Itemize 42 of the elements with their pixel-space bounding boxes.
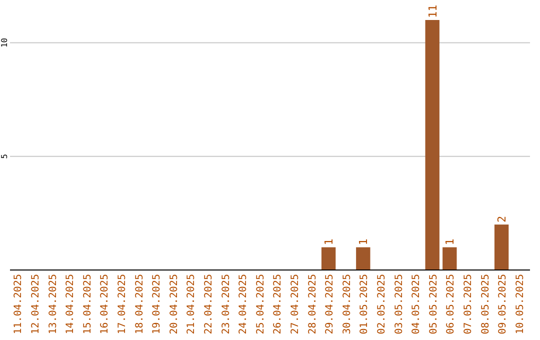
x-tick-label: 30.04.2025: [342, 274, 353, 334]
x-tick-label: 10.05.2025: [514, 274, 526, 334]
x-tick-label: 26.04.2025: [272, 274, 284, 334]
x-tick-label: 19.04.2025: [152, 274, 163, 334]
x-tick-label: 07.05.2025: [462, 274, 474, 334]
x-tick-label: 22.04.2025: [203, 274, 214, 334]
x-tick-label: 02.05.2025: [376, 274, 388, 334]
x-tick-label: 15.04.2025: [82, 274, 94, 334]
y-tick-label: 10: [0, 38, 9, 48]
x-tick-label: 06.05.2025: [446, 274, 457, 334]
data-label: 11: [426, 4, 440, 18]
x-tick-label: 03.05.2025: [394, 274, 405, 334]
x-tick-label: 04.05.2025: [411, 274, 422, 334]
x-tick-label: 16.04.2025: [100, 274, 111, 334]
bar: [425, 20, 440, 270]
x-tick-label: 17.04.2025: [116, 274, 128, 334]
x-tick-label: 24.04.2025: [238, 274, 250, 334]
x-tick-label: 11.04.2025: [13, 274, 24, 334]
x-tick-label: 08.05.2025: [480, 274, 492, 334]
x-tick-label: 25.04.2025: [255, 274, 266, 334]
x-tick-label: 13.04.2025: [48, 274, 59, 334]
x-tick-label: 09.05.2025: [498, 274, 509, 334]
bar: [494, 224, 509, 270]
x-tick-label: 18.04.2025: [134, 274, 146, 334]
x-tick-label: 20.04.2025: [168, 274, 180, 334]
bar: [321, 247, 336, 270]
x-tick-label: 05.05.2025: [428, 274, 440, 334]
bar: [442, 247, 457, 270]
x-tick-label: 21.04.2025: [186, 274, 198, 334]
data-label: 1: [444, 238, 457, 246]
x-tick-label: 28.04.2025: [307, 274, 318, 334]
x-tick-label: 14.04.2025: [65, 274, 76, 334]
x-tick-label: 01.05.2025: [359, 274, 370, 334]
data-label: 1: [322, 238, 336, 246]
data-label: 1: [357, 238, 370, 246]
x-tick-label: 29.04.2025: [324, 274, 336, 334]
data-label: 2: [496, 216, 509, 223]
x-tick-label: 12.04.2025: [30, 274, 42, 334]
x-tick-label: 23.04.2025: [220, 274, 232, 334]
x-tick-label: 27.04.2025: [290, 274, 301, 334]
y-tick-label: 5: [0, 154, 9, 159]
bar: [356, 247, 370, 270]
